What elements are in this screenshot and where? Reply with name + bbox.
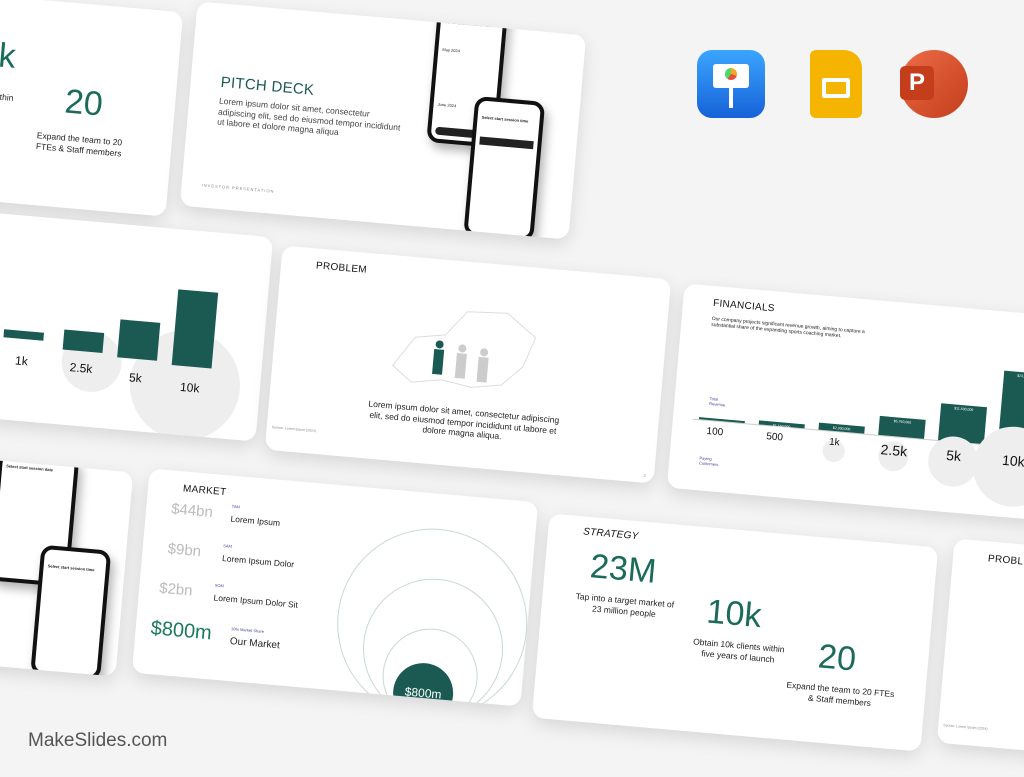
keynote-app-icon — [697, 50, 765, 118]
map-outline-illustration — [391, 311, 537, 388]
market-label: Lorem Ipsum — [230, 513, 281, 528]
slide-problem[interactable]: PROBLEM Lorem ipsum dolor sit amet, cons… — [264, 245, 672, 484]
google-slides-app-icon — [810, 50, 862, 118]
powerpoint-app-icon: P — [900, 50, 968, 118]
watermark: MakeSlides.com — [28, 730, 168, 751]
slide-financials-partial[interactable]: 1k 2.5k 5k 10k — [0, 203, 274, 442]
slide-pitch-deck[interactable]: PITCH DECK Lorem ipsum dolor sit amet, c… — [179, 1, 587, 240]
phone-mockup: Select start session time — [463, 95, 546, 240]
market-tag: SOM — [214, 582, 225, 589]
phone-title: Select start session date — [444, 19, 492, 29]
bar — [117, 319, 161, 361]
market-tag: 10% Market Share — [230, 626, 265, 634]
stat-value: 10k — [705, 592, 764, 636]
month-label: May 2024 — [442, 46, 461, 54]
pitch-body: Lorem ipsum dolor sit amet, consectetur … — [216, 95, 401, 138]
phone-title: Select start session time — [481, 114, 529, 124]
market-label: Lorem Ipsum Dolor Sit — [213, 592, 299, 610]
pitch-footer: INVESTOR PRESENTATION — [201, 182, 275, 194]
category-label: 500 — [765, 431, 784, 444]
market-value: $9bn — [166, 540, 202, 561]
person-icon — [432, 340, 445, 375]
bar: $5,750,000 — [878, 416, 926, 439]
market-value: $44bn — [170, 500, 214, 522]
page-number: 2 — [643, 472, 647, 478]
category-label: 2.5k — [880, 441, 908, 460]
phone-title: Select start session date — [6, 463, 54, 473]
stat-value: 20 — [63, 82, 105, 124]
month-label: June 2024 — [437, 101, 457, 109]
strategy-title: STRATEGY — [582, 526, 640, 543]
phone-mockup: Select start session time — [30, 544, 112, 677]
stat-value: 20 — [816, 637, 858, 679]
market-value: $800m — [149, 617, 213, 645]
slide-app-partial[interactable]: Select start session date Select start s… — [0, 438, 134, 677]
stat-text: s within nch — [0, 91, 14, 103]
bar — [62, 329, 105, 353]
source-note: Source: Lorem ipsum (2024) — [271, 425, 317, 433]
bar — [698, 417, 745, 424]
market-label: Lorem Ipsum Dolor — [221, 553, 295, 570]
market-value: $2bn — [158, 579, 194, 600]
category-label: 1k — [14, 353, 29, 369]
market-circle-label: $800m — [404, 684, 443, 702]
market-row: $44bn — [170, 500, 213, 522]
category-label: 5k — [128, 370, 143, 386]
problem-title: PROBLEM — [987, 553, 1024, 569]
stat-text: Expand the team to 20 FTEs & Staff membe… — [786, 679, 895, 708]
slide-financials[interactable]: FINANCIALS Our company projects signific… — [666, 283, 1024, 522]
bar — [3, 329, 45, 341]
market-tag: TAM — [231, 503, 241, 510]
bar: $1,150,000 — [758, 420, 805, 429]
source-note: Source: Lorem ipsum (2024) — [943, 723, 988, 731]
financials-title: FINANCIALS — [712, 297, 776, 315]
slide-strategy-partial[interactable]: k s within nch 20 Expand the team to 20 … — [0, 0, 184, 217]
market-label: Our Market — [229, 636, 281, 652]
problem-title: PROBLEM — [315, 260, 368, 276]
slide-problem-partial[interactable]: PROBLEM Source: Lorem ipsum (2024) — [936, 538, 1024, 777]
pitch-title: PITCH DECK — [219, 73, 315, 99]
stat-text: Expand the team to 20 FTEs & Staff membe… — [35, 130, 123, 159]
time-option-selected[interactable] — [479, 136, 534, 150]
slide-strategy[interactable]: STRATEGY 23M Tap into a target market of… — [531, 513, 939, 752]
market-title: MARKET — [182, 483, 227, 499]
stat-value: k — [0, 36, 18, 76]
bar: $2,300,000 — [818, 422, 865, 434]
stat-text: Obtain 10k clients within five years of … — [692, 636, 785, 665]
phone-title: Select start session time — [47, 563, 95, 573]
category-label: 100 — [706, 425, 724, 439]
bar — [171, 289, 219, 369]
person-icon — [476, 348, 489, 383]
category-label: 1k — [828, 436, 841, 449]
category-label: 5k — [945, 446, 962, 465]
stat-text: Tap into a target market of 23 million p… — [575, 590, 675, 619]
person-icon — [454, 344, 467, 379]
slide-market[interactable]: MARKET $800m $44bn TAM Lorem Ipsum $9bn … — [131, 468, 539, 707]
market-tag: SAM — [223, 543, 233, 549]
stat-value: 23M — [588, 547, 658, 591]
financials-body: Our company projects significant revenue… — [710, 315, 866, 340]
